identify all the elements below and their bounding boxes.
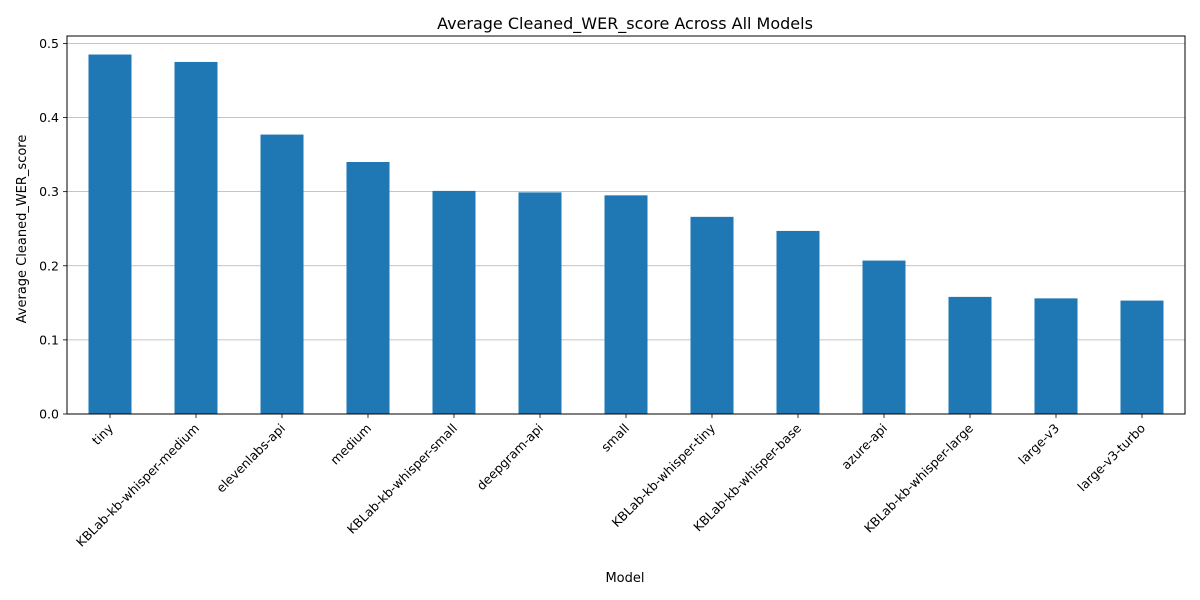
x-tick-label: large-v3-turbo (1074, 421, 1148, 495)
bar-tiny (88, 54, 132, 414)
bars (88, 54, 1164, 415)
y-axis-label: Average Cleaned_WER_score (15, 135, 30, 324)
x-tick-label: azure-api (838, 421, 890, 473)
bar-deepgram-api (518, 192, 562, 414)
bar-kblab-kb-whisper-large (948, 296, 992, 414)
bar-kblab-kb-whisper-small (432, 190, 476, 414)
chart-title: Average Cleaned_WER_score Across All Mod… (437, 14, 813, 34)
bar-kblab-kb-whisper-base (776, 230, 820, 414)
x-tick-label: deepgram-api (473, 421, 546, 494)
y-tick-label: 0.1 (39, 332, 59, 347)
x-tick-label: elevenlabs-api (213, 421, 288, 496)
bar-elevenlabs-api (260, 134, 304, 414)
bar-azure-api (862, 260, 906, 414)
y-tick-label: 0.2 (39, 258, 59, 273)
bar-small (604, 195, 648, 414)
bar-kblab-kb-whisper-medium (174, 61, 218, 415)
y-axis-ticks: 0.0 0.1 0.2 0.3 0.4 0.5 (39, 36, 67, 422)
y-tick-label: 0.4 (39, 110, 59, 125)
y-tick-label: 0.0 (39, 407, 59, 422)
x-tick-label: small (598, 421, 632, 455)
x-tick-label: medium (327, 421, 374, 468)
y-tick-label: 0.5 (39, 36, 59, 51)
y-tick-label: 0.3 (39, 184, 59, 199)
x-axis-label: Model (605, 571, 644, 586)
bar-large-v3 (1034, 298, 1078, 414)
bar-large-v3-turbo (1120, 300, 1164, 414)
x-tick-label: tiny (89, 420, 117, 448)
x-tick-label: large-v3 (1015, 421, 1062, 468)
bar-kblab-kb-whisper-tiny (690, 216, 734, 414)
bar-medium (346, 162, 390, 414)
